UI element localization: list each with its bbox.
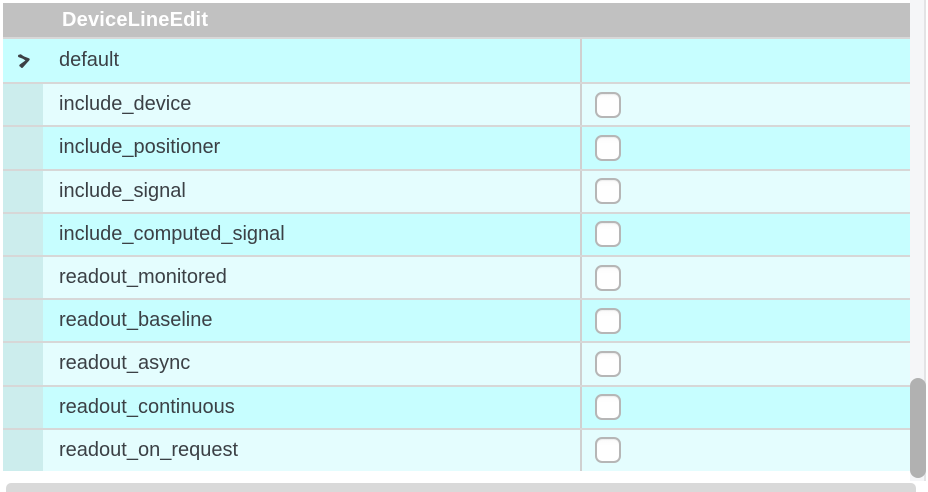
- column-divider: [580, 127, 582, 169]
- group-row-default[interactable]: default: [3, 39, 910, 83]
- chevron-right-icon: [17, 54, 30, 69]
- property-value-cell: [582, 300, 910, 341]
- property-checkbox[interactable]: [595, 134, 621, 161]
- property-label: include_computed_signal: [59, 222, 285, 245]
- property-checkbox[interactable]: [595, 91, 621, 118]
- property-checkbox[interactable]: [595, 178, 621, 205]
- property-label: readout_on_request: [59, 438, 239, 461]
- property-value-cell: [582, 171, 910, 212]
- column-divider: [580, 300, 582, 342]
- class-header: DeviceLineEdit: [3, 3, 910, 39]
- column-divider: [580, 170, 582, 212]
- tree-row[interactable]: include_positioner: [3, 125, 910, 169]
- vertical-scrollbar-track[interactable]: [910, 0, 926, 481]
- column-divider: [580, 256, 582, 299]
- property-label: readout_monitored: [59, 266, 227, 289]
- property-value-cell: [582, 257, 910, 298]
- property-checkbox[interactable]: [595, 221, 621, 248]
- row-indent: [3, 213, 43, 255]
- column-divider: [580, 39, 582, 83]
- tree-row[interactable]: include_signal: [3, 168, 910, 212]
- column-divider: [580, 343, 582, 385]
- tree-row[interactable]: readout_baseline: [3, 298, 910, 342]
- column-divider: [580, 84, 582, 126]
- property-value-cell: [582, 214, 910, 255]
- tree-row[interactable]: readout_monitored: [3, 254, 910, 299]
- property-value-cell: [582, 430, 910, 471]
- property-checkbox[interactable]: [595, 437, 621, 464]
- property-label: include_signal: [59, 179, 186, 202]
- row-indent: [3, 300, 43, 342]
- row-indent: [3, 256, 43, 299]
- group-row-value-cell: [582, 39, 910, 82]
- row-indent: [3, 84, 43, 126]
- class-header-title: DeviceLineEdit: [62, 8, 209, 31]
- row-indent: [3, 386, 43, 428]
- property-value-cell: [582, 387, 910, 428]
- property-rows: default include_device include_positione…: [3, 39, 910, 471]
- row-indent: [3, 343, 43, 385]
- vertical-scrollbar-thumb[interactable]: [910, 378, 926, 478]
- tree-row[interactable]: readout_async: [3, 341, 910, 385]
- horizontal-scrollbar[interactable]: [6, 483, 916, 492]
- property-value-cell: [582, 84, 910, 125]
- expand-handle[interactable]: [3, 39, 43, 82]
- property-label: readout_baseline: [59, 309, 213, 332]
- row-indent: [3, 429, 43, 471]
- tree-row[interactable]: readout_continuous: [3, 384, 910, 428]
- column-divider: [580, 213, 582, 255]
- property-checkbox[interactable]: [595, 307, 621, 334]
- property-value-cell: [582, 127, 910, 168]
- property-label: include_device: [59, 93, 192, 116]
- row-indent: [3, 170, 43, 212]
- property-checkbox[interactable]: [595, 264, 621, 291]
- tree-row[interactable]: include_device: [3, 82, 910, 126]
- tree-row[interactable]: readout_on_request: [3, 427, 910, 471]
- property-checkbox[interactable]: [595, 394, 621, 421]
- property-value-cell: [582, 343, 910, 384]
- property-label: include_positioner: [59, 136, 221, 159]
- column-divider: [580, 429, 582, 471]
- tree-row[interactable]: include_computed_signal: [3, 211, 910, 255]
- group-row-label: default: [59, 49, 120, 72]
- property-label: readout_async: [59, 352, 191, 375]
- property-checkbox[interactable]: [595, 350, 621, 377]
- column-divider: [580, 386, 582, 428]
- row-indent: [3, 127, 43, 169]
- property-label: readout_continuous: [59, 395, 235, 418]
